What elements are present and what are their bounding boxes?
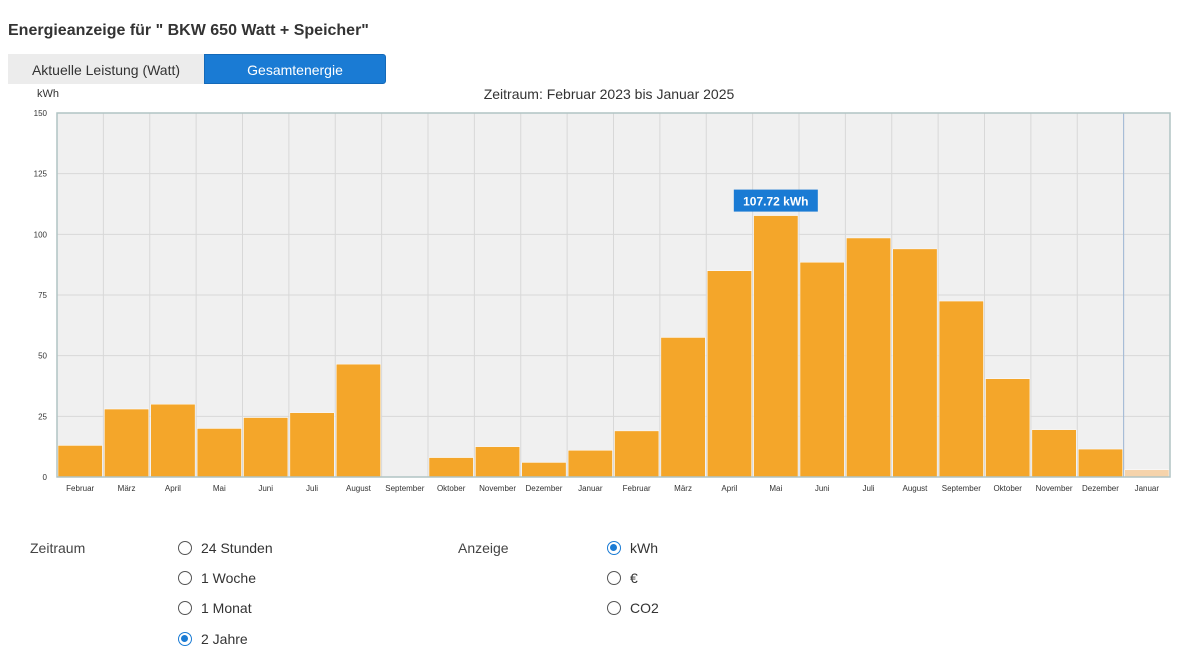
bar (336, 363, 381, 478)
x-tick-label: Februar (66, 484, 94, 493)
x-tick-label: Oktober (437, 484, 466, 493)
zeitraum-option-label: 1 Woche (201, 570, 256, 586)
x-tick-label: Juli (306, 484, 318, 493)
bar (707, 270, 752, 478)
x-tick-label: Mai (769, 484, 782, 493)
radio-euro[interactable] (607, 571, 621, 585)
x-tick-label: November (1036, 484, 1073, 493)
bar (243, 417, 289, 478)
y-tick-label: 25 (38, 412, 47, 421)
bar (289, 412, 335, 478)
zeitraum-option-1w[interactable]: 1 Woche (178, 567, 256, 589)
x-tick-label: November (479, 484, 516, 493)
x-tick-label: Juli (863, 484, 875, 493)
x-tick-label: August (346, 484, 372, 493)
chart-title: Zeitraum: Februar 2023 bis Januar 2025 (484, 86, 735, 102)
x-tick-label: Mai (213, 484, 226, 493)
x-tick-label: Dezember (525, 484, 562, 493)
page-title: Energieanzeige für " BKW 650 Watt + Spei… (8, 22, 369, 39)
bar (475, 446, 520, 478)
value-tooltip (733, 189, 818, 212)
anzeige-option-label: € (630, 570, 638, 586)
radio-kwh[interactable] (607, 541, 621, 555)
zeitraum-option-2y[interactable]: 2 Jahre (178, 628, 248, 650)
bar (196, 428, 242, 478)
bar (1124, 469, 1170, 478)
bar (1031, 429, 1077, 478)
energy-chart: Zeitraum: Februar 2023 bis Januar 2025 kW… (0, 84, 1183, 504)
anzeige-option-co2[interactable]: CO2 (607, 597, 659, 619)
bar (104, 408, 149, 478)
radio-24h[interactable] (178, 541, 192, 555)
y-tick-label: 100 (34, 230, 48, 239)
x-tick-label: Januar (1135, 484, 1160, 493)
zeitraum-option-label: 2 Jahre (201, 631, 248, 647)
radio-2y[interactable] (178, 632, 192, 646)
x-tick-label: Juni (258, 484, 273, 493)
bar (799, 261, 845, 478)
bar (846, 237, 891, 478)
zeitraum-option-label: 1 Monat (201, 600, 252, 616)
y-tick-label: 50 (38, 352, 47, 361)
radio-co2[interactable] (607, 601, 621, 615)
chart-controls: Zeitraum 24 Stunden 1 Woche 1 Monat 2 Ja… (0, 536, 1183, 653)
zeitraum-option-label: 24 Stunden (201, 540, 273, 556)
x-tick-label: Oktober (993, 484, 1022, 493)
anzeige-option-euro[interactable]: € (607, 567, 638, 589)
tab-current-power[interactable]: Aktuelle Leistung (Watt) (8, 54, 204, 84)
y-axis-label: kWh (37, 88, 59, 100)
bar (567, 450, 613, 478)
x-tick-label: Juni (815, 484, 830, 493)
tab-total-energy[interactable]: Gesamtenergie (kWh) (204, 54, 386, 108)
radio-1m[interactable] (178, 601, 192, 615)
y-tick-label: 125 (34, 170, 48, 179)
bar (1078, 448, 1123, 478)
x-tick-label: April (721, 484, 737, 493)
x-tick-label: Dezember (1082, 484, 1119, 493)
anzeige-label: Anzeige (458, 540, 509, 556)
x-tick-label: April (165, 484, 181, 493)
x-tick-label: August (902, 484, 928, 493)
bar (938, 300, 984, 478)
plot-frame (56, 112, 1171, 478)
bar (660, 337, 706, 478)
radio-1w[interactable] (178, 571, 192, 585)
anzeige-option-kwh[interactable]: kWh (607, 537, 658, 559)
value-tooltip-label: 107.72 kWh (743, 195, 808, 209)
y-tick-label: 0 (43, 473, 48, 482)
zeitraum-label: Zeitraum (30, 540, 86, 556)
chart-svg: Zeitraum: Februar 2023 bis Januar 2025 kW… (34, 86, 1171, 493)
anzeige-option-label: CO2 (630, 600, 659, 616)
view-tabs: Aktuelle Leistung (Watt) Gesamtenergie (… (8, 54, 386, 108)
x-tick-label: Februar (623, 484, 651, 493)
bar (614, 430, 660, 478)
x-tick-label: September (942, 484, 981, 493)
zeitraum-option-24h[interactable]: 24 Stunden (178, 537, 273, 559)
x-tick-label: März (674, 484, 692, 493)
bar (521, 462, 567, 478)
anzeige-option-label: kWh (630, 540, 658, 556)
bar (985, 378, 1031, 478)
y-tick-label: 150 (34, 109, 48, 118)
bar (428, 457, 474, 478)
bar (753, 215, 799, 478)
y-tick-label: 75 (38, 291, 47, 300)
bar (57, 445, 103, 478)
zeitraum-option-1m[interactable]: 1 Monat (178, 597, 252, 619)
bar (150, 403, 196, 478)
x-tick-label: Januar (578, 484, 603, 493)
bar (892, 248, 938, 478)
x-tick-label: September (385, 484, 424, 493)
x-tick-label: März (118, 484, 136, 493)
